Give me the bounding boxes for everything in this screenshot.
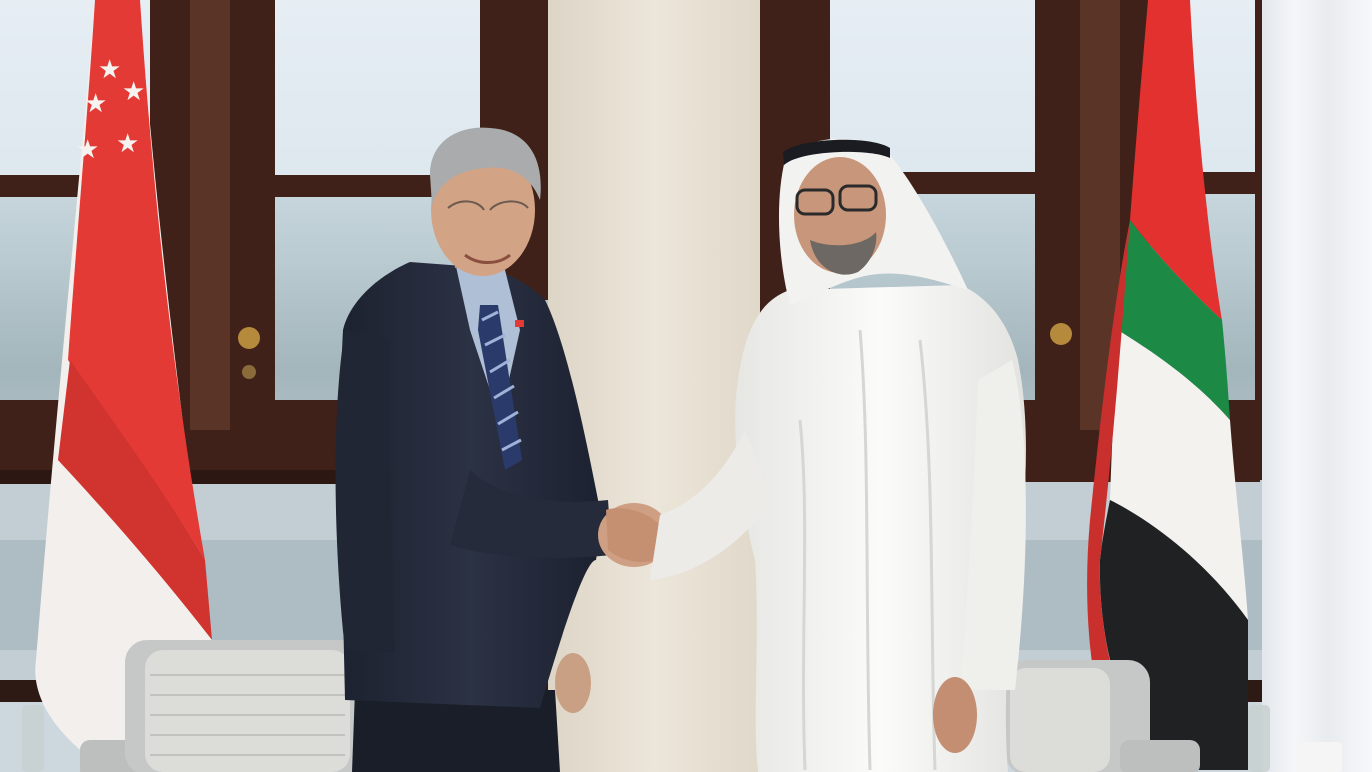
flag-star-icon: ★ [116, 129, 139, 159]
sheer-curtain [1262, 0, 1372, 772]
left-armchair [80, 640, 365, 772]
left-keyhole [242, 365, 256, 379]
man-in-kandura [650, 138, 1026, 772]
handshake [598, 503, 670, 567]
water-bottle [1248, 705, 1270, 772]
stone-pillar [548, 0, 760, 772]
water-bottle [22, 705, 44, 772]
right-cushion [1010, 668, 1110, 772]
flag-star-icon: ★ [98, 55, 121, 85]
man-in-suit [335, 127, 612, 772]
flag-star-icon: ★ [84, 89, 107, 119]
left-door-knob [238, 327, 260, 349]
tissue-box [1296, 742, 1342, 772]
flag-lapel-pin [515, 320, 524, 327]
left-cushion [145, 650, 350, 772]
carved-wood-detail [190, 0, 1120, 430]
right-door-knob [1050, 323, 1072, 345]
flag-star-icon: ★ [122, 77, 145, 107]
right-armchair [1005, 660, 1200, 772]
singapore-flag: ★ ★ ★ ★ ★ [35, 0, 212, 772]
flag-star-icon: ★ [76, 135, 99, 165]
